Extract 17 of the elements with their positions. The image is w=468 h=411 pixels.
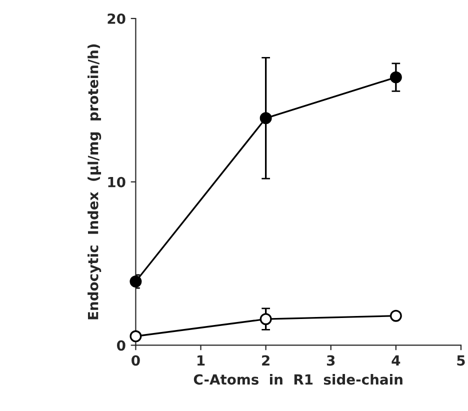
- point: [390, 310, 402, 322]
- x-tick-label: 4: [392, 355, 400, 366]
- point: [130, 276, 142, 288]
- y-axis-title: Endocytic Index (µl/mg protein/h): [88, 44, 102, 320]
- x-axis-title: C-Atoms in R1 side-chain: [194, 374, 402, 385]
- y-tick-label: 10: [108, 176, 126, 188]
- y-tick-label: 20: [108, 13, 126, 24]
- y-tick-label: 0: [117, 340, 126, 351]
- point: [130, 330, 142, 342]
- x-tick-label: 3: [326, 355, 335, 366]
- point: [260, 112, 272, 124]
- x-tick-label: 0: [132, 355, 140, 366]
- x-tick-label: 2: [262, 355, 270, 366]
- x-tick-label: 5: [457, 355, 465, 366]
- point: [390, 71, 402, 84]
- point: [260, 313, 272, 326]
- x-tick-label: 1: [198, 355, 205, 366]
